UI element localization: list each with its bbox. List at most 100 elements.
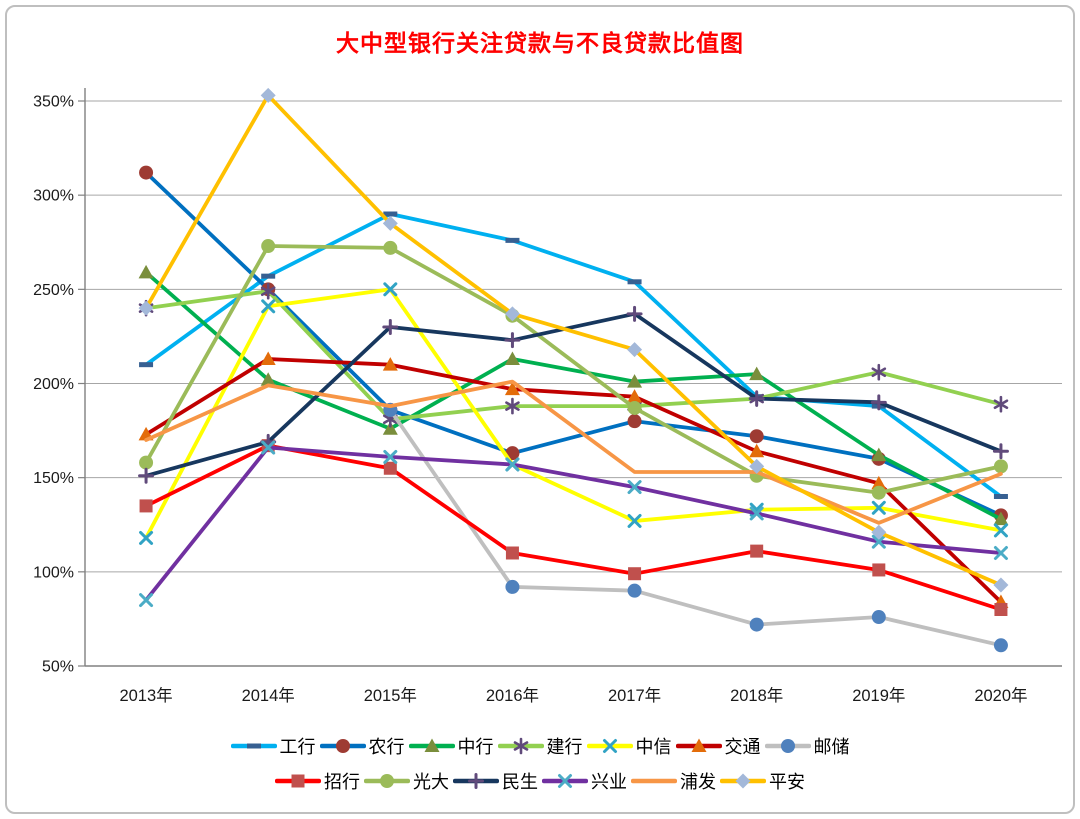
series-marker [505, 397, 520, 415]
y-tick-label: 200% [33, 376, 74, 393]
series-marker [750, 544, 764, 558]
series-marker [382, 357, 398, 371]
series-marker [383, 211, 398, 217]
series-marker [383, 282, 398, 297]
series-marker [383, 449, 398, 464]
legend-item: 兴业 [542, 768, 627, 794]
series-marker [871, 485, 886, 500]
series-marker [139, 530, 154, 545]
series-line [144, 311, 1003, 478]
legend-key-sample [764, 739, 811, 753]
series-marker [261, 440, 276, 455]
legend-item: 交通 [675, 733, 761, 759]
series-6 [383, 402, 1008, 653]
series-marker [871, 500, 886, 515]
legend-item: 平安 [720, 768, 805, 794]
series-marker [260, 87, 276, 103]
series-marker [993, 523, 1008, 538]
legend-label: 中行 [457, 737, 494, 757]
series-marker [260, 282, 276, 300]
series-marker [602, 739, 617, 753]
legend-label: 光大 [413, 772, 449, 792]
x-tick-label: 2016年 [486, 686, 539, 705]
series-marker [627, 389, 643, 403]
legend-row-2: 招行 光大 民生 兴业 浦发 平安 [273, 768, 807, 794]
series-marker [871, 610, 886, 625]
chart-title: 大中型银行关注贷款与不良贷款比值图 [336, 31, 744, 56]
legend-item: 中行 [408, 733, 494, 759]
series-marker [505, 457, 520, 472]
series-marker [260, 351, 276, 366]
series-line [144, 212, 1003, 499]
legend-label: 农行 [368, 737, 405, 757]
series-marker [871, 524, 887, 540]
series-marker [139, 362, 154, 368]
series-marker [993, 577, 1009, 593]
series-12 [138, 87, 1009, 593]
series-marker [558, 774, 572, 788]
legend-item: 建行 [497, 733, 583, 759]
series-marker [627, 342, 643, 358]
series-marker [504, 306, 520, 322]
series-0 [139, 211, 1008, 499]
legend-key-sample [542, 774, 588, 788]
legend-row-1: 工行 农行 中行 建行 中信 交通 邮储 [229, 733, 852, 759]
legend-label: 民生 [502, 772, 538, 792]
y-tick-label: 300% [33, 188, 74, 205]
series-marker [291, 774, 305, 788]
series-marker [871, 363, 887, 381]
series-marker [993, 638, 1008, 653]
legend-label: 招行 [324, 772, 360, 792]
series-marker [627, 279, 642, 285]
series-marker [691, 738, 706, 752]
series-marker [246, 743, 261, 749]
series-marker [139, 165, 154, 180]
legend-item: 招行 [275, 768, 360, 794]
legend-item: 工行 [230, 733, 316, 759]
series-line [144, 93, 1003, 587]
series-marker [749, 458, 765, 474]
series-marker [260, 372, 276, 386]
series-marker [513, 737, 528, 755]
series-marker [749, 443, 765, 458]
series-marker [505, 237, 520, 243]
series-marker [748, 390, 765, 407]
series-marker [505, 546, 519, 560]
series-marker [627, 400, 642, 415]
series-marker [139, 455, 154, 470]
legend-label: 建行 [546, 737, 583, 757]
x-tick-label: 2014年 [242, 686, 295, 705]
legend-key-sample [720, 773, 766, 789]
series-marker [780, 739, 795, 753]
legend-item: 农行 [319, 733, 405, 759]
series-marker [383, 461, 397, 475]
series-marker [468, 773, 484, 789]
series-marker [627, 480, 642, 495]
series-marker [871, 534, 886, 549]
series-marker [627, 414, 642, 429]
series-line [144, 289, 1003, 422]
series-marker [994, 603, 1008, 616]
legend-key-sample [631, 778, 677, 784]
x-tick-label: 2017年 [608, 686, 661, 705]
series-marker [261, 273, 276, 279]
series-marker [505, 579, 520, 594]
series-marker [993, 546, 1008, 560]
x-tick-label: 2020年 [974, 686, 1027, 705]
series-marker [138, 300, 154, 316]
series-line [144, 379, 1003, 525]
series-marker [382, 421, 398, 435]
series-10 [139, 440, 1008, 608]
series-marker [380, 774, 394, 788]
series-4 [139, 282, 1008, 545]
legend-label: 平安 [769, 772, 805, 792]
y-tick-label: 50% [42, 659, 74, 676]
legend-key-sample [497, 737, 544, 755]
legend-key-sample [453, 773, 499, 789]
series-marker [139, 593, 154, 608]
series-marker [993, 395, 1009, 413]
series-marker [261, 239, 276, 254]
series-marker [504, 381, 520, 396]
legend-item: 浦发 [631, 768, 716, 794]
